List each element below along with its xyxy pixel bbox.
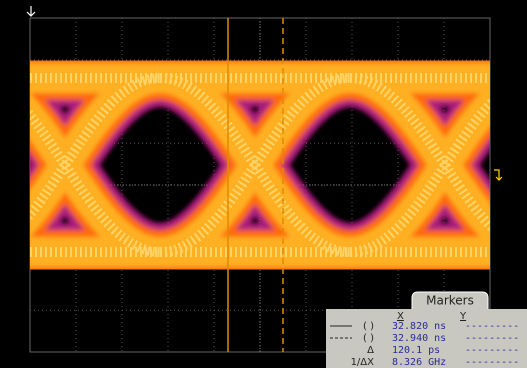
row-label: ( ) xyxy=(363,333,374,344)
x-value: 120.1 ps xyxy=(392,345,440,356)
row-label: ( ) xyxy=(363,321,374,332)
x-value: 8.326 GHz xyxy=(392,357,446,368)
row-label: 1/ΔX xyxy=(351,357,375,368)
panel-title: Markers xyxy=(426,294,474,308)
y-value: --------- xyxy=(465,345,519,356)
y-value: --------- xyxy=(465,357,519,368)
x-value: 32.940 ns xyxy=(392,333,446,344)
scope-screen: Markers X Y ( )32.820 ns---------( )32.9… xyxy=(0,0,527,368)
y-value: --------- xyxy=(465,333,519,344)
x-value: 32.820 ns xyxy=(392,321,446,332)
y-value: --------- xyxy=(465,321,519,332)
row-label: Δ xyxy=(367,345,374,356)
eye-diagram xyxy=(0,78,527,252)
